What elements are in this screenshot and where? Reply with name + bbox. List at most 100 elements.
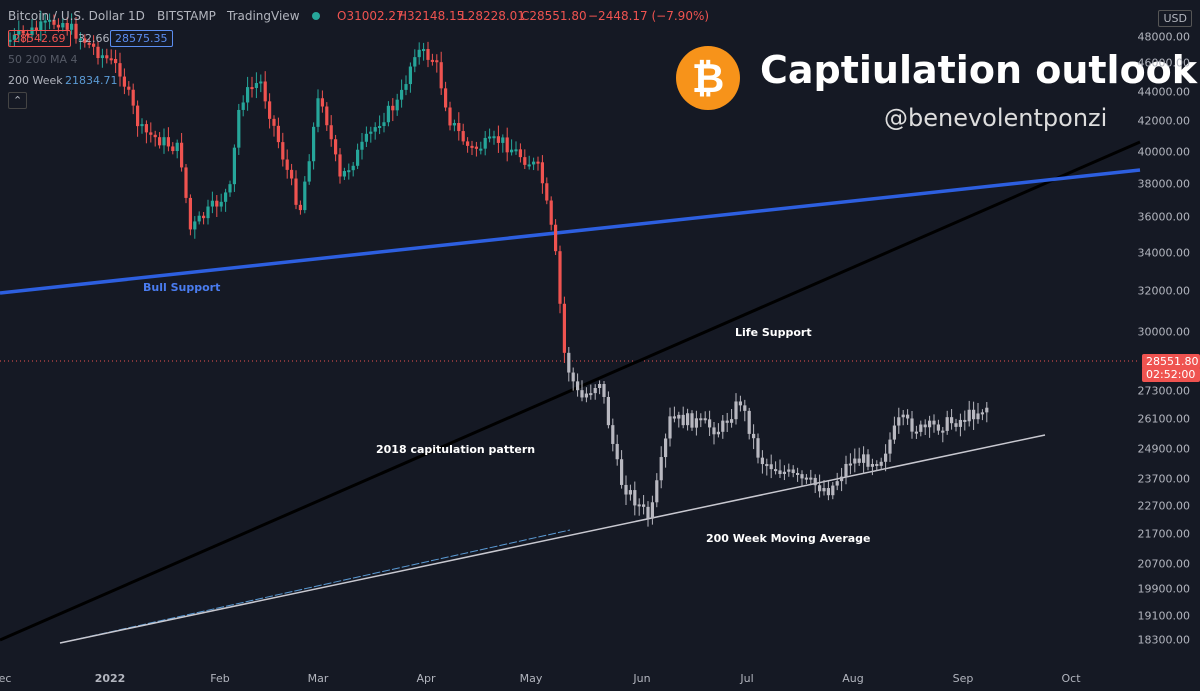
candle-body [954,423,958,427]
candle-body [857,458,861,463]
candle-body [646,506,650,519]
price-label: 19100.00 [1137,609,1191,623]
candle-body [580,390,584,398]
candle-body [114,58,118,64]
candle-body [518,149,522,158]
candle-body [338,154,342,177]
candle-body [606,396,610,426]
candle-body [43,20,47,23]
candle-body [527,164,531,167]
candle-body [193,221,197,230]
candle-body [30,27,34,36]
candle-body [307,161,311,182]
candle-body [879,461,883,466]
candle-body [400,89,404,100]
candle-body [835,481,839,486]
low: L28228.01 [461,9,525,23]
bitcoin-symbol: ₿ [692,56,725,102]
price-label: 38000.00 [1137,177,1191,191]
source: TradingView [227,9,300,23]
candle-body [523,157,527,165]
annotation: Bull Support [143,281,221,294]
time-label: Feb [210,672,230,685]
candles [8,10,989,527]
candle-body [545,183,549,201]
candle-body [197,215,201,222]
candle-body [650,502,654,519]
candle-body [325,106,329,126]
currency[interactable]: USD [1158,10,1192,27]
candle-body [637,504,641,507]
spread: 32.66 [78,32,110,45]
candle-body [787,469,791,472]
candle-body [945,417,949,431]
candle-body [708,419,712,428]
candle-body [501,137,505,143]
candle-body [263,81,267,102]
candle-body [514,149,518,152]
candle-body [290,169,294,179]
bull-support-line [0,168,1141,295]
candle-body [743,405,747,411]
time-label: Aug [842,672,864,685]
candle-body [932,420,936,425]
candle-body [422,49,426,52]
time-label: ec [0,672,12,685]
price-label: 48000.00 [1137,30,1191,44]
candle-body [488,136,492,139]
candle-body [48,19,52,22]
candle-body [210,200,214,207]
candle-body [184,167,188,198]
candle-body [765,464,769,467]
candle-body [690,413,694,428]
candle-body [624,484,628,495]
candle-body [963,419,967,422]
candle-body [796,472,800,475]
candle-body [166,137,170,147]
candle-body [752,433,756,439]
bid: 28542.69 [8,30,71,47]
candle-body [83,38,87,43]
life-support-line [0,140,1141,642]
candle-body [901,414,905,418]
candle-body [241,102,245,110]
candle-body [87,42,91,45]
candle-body [602,383,606,397]
candle-body [483,137,487,149]
candle-body [61,22,65,28]
candle-body [272,118,276,126]
candle-body [672,416,676,419]
candle-body [232,147,236,185]
candle-body [105,55,109,59]
symbol: Bitcoin / U.S. Dollar [8,9,125,23]
candle-body [386,105,390,123]
candle-body [364,133,368,142]
candle-body [826,488,830,496]
price-label: 26100.00 [1137,412,1191,426]
candle-body [136,105,140,127]
candle-body [65,22,69,30]
candle-body [584,393,588,398]
candle-body [655,480,659,503]
candle-body [642,504,646,507]
candle-body [224,192,228,202]
week-value: 21834.71 [65,74,118,87]
candle-body [448,107,452,126]
candle-body [162,137,166,146]
candle-body [479,148,483,151]
candle-body [329,125,333,140]
price-label: 19900.00 [1137,582,1191,596]
annotation: 200 Week Moving Average [706,532,871,545]
candle-body [34,27,38,31]
candle-body [140,124,144,127]
price-label: 46000.00 [1137,56,1191,70]
status-dot [312,12,320,20]
price-label: 23700.00 [1137,472,1191,486]
candle-body [862,454,866,463]
countdown: 02:52:00 [1142,367,1200,382]
candle-body [219,201,223,207]
candle-body [892,425,896,440]
candle-body [17,30,21,35]
candle-body [721,420,725,432]
candle-body [888,439,892,454]
